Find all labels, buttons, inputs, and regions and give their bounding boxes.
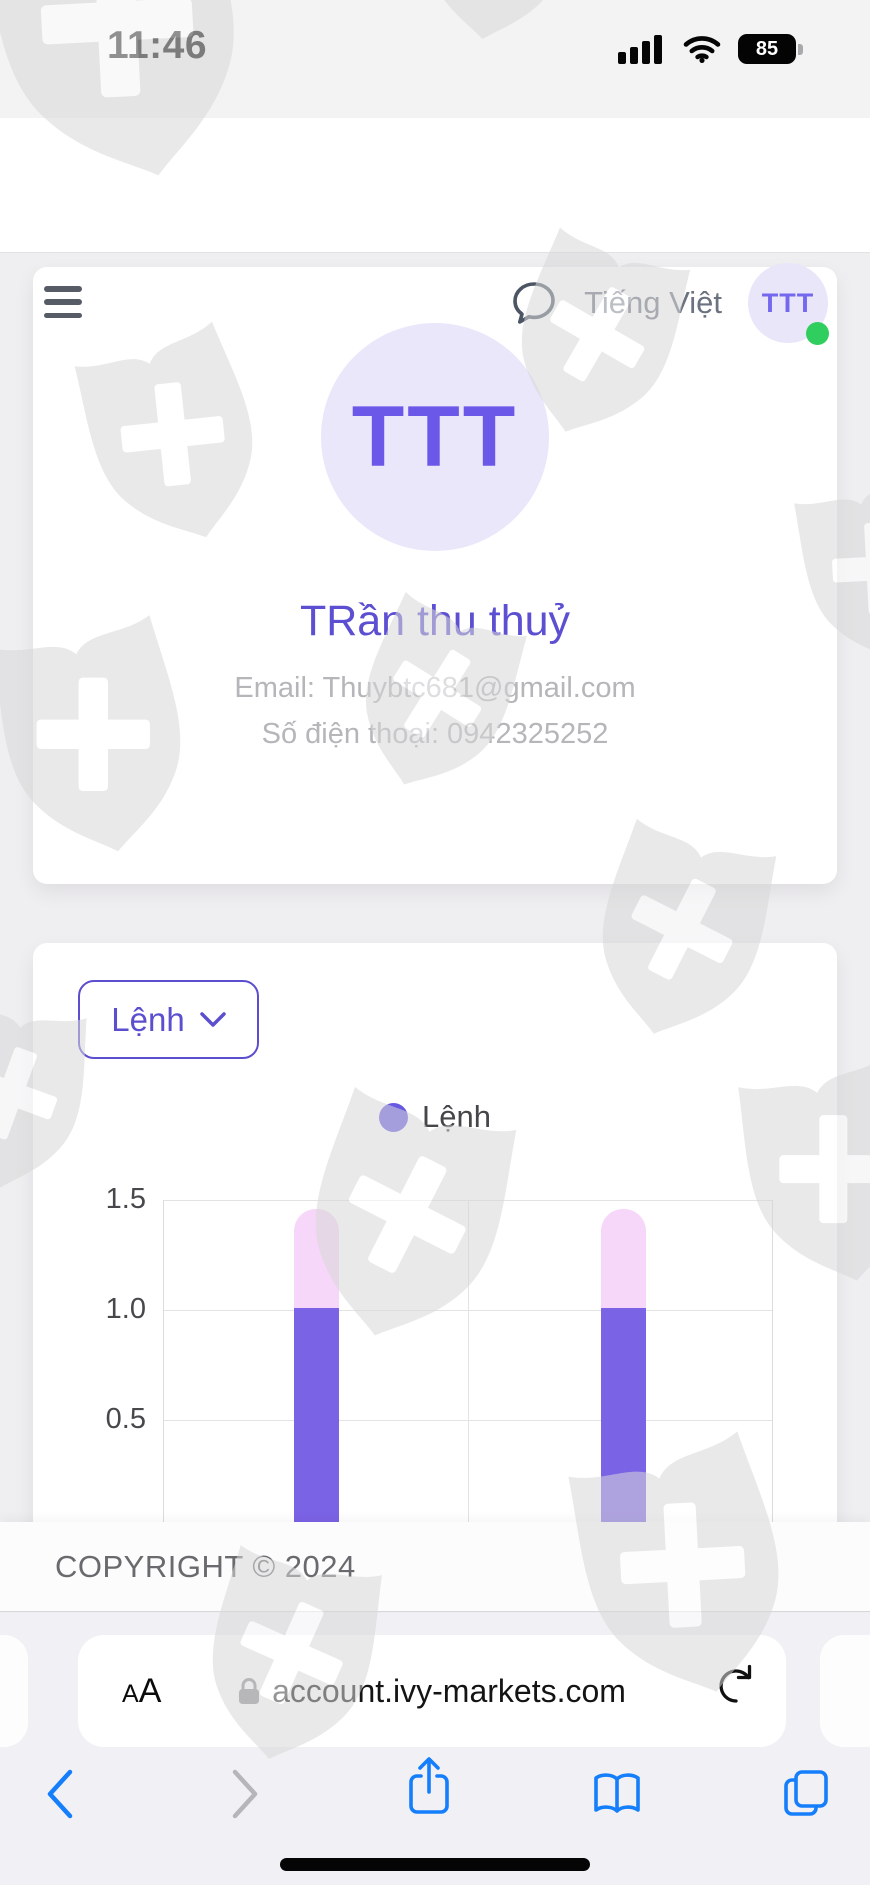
forward-icon[interactable]	[227, 1768, 263, 1820]
chat-icon[interactable]	[510, 279, 558, 327]
online-status-dot	[806, 322, 829, 345]
bookmarks-icon[interactable]	[592, 1771, 642, 1817]
reader-mode-button[interactable]: AA	[122, 1671, 162, 1710]
orders-filter-dropdown[interactable]: Lệnh	[78, 980, 259, 1059]
bar-chart	[163, 1200, 773, 1522]
bar-column	[601, 1209, 646, 1522]
clock: 11:46	[106, 24, 208, 67]
wifi-icon	[683, 36, 721, 63]
cellular-signal-icon	[618, 35, 662, 64]
profile-name: TRần thu thuỷ	[299, 597, 571, 645]
battery-icon: 85	[738, 34, 803, 64]
y-tick-label: 1.5	[105, 1183, 146, 1215]
url-text: account.ivy-markets.com	[272, 1672, 626, 1709]
previous-tab-edge[interactable]	[0, 1635, 28, 1747]
page-footer: COPYRIGHT © 2024	[0, 1522, 870, 1612]
profile-phone: Số điện thoại: 0942325252	[261, 718, 609, 750]
next-tab-edge[interactable]	[820, 1635, 870, 1747]
profile-email: Email: Thuybtc681@gmail.com	[234, 672, 636, 704]
home-indicator[interactable]	[280, 1858, 590, 1871]
status-bar: 11:46 85	[0, 0, 870, 118]
lock-icon	[239, 1678, 260, 1704]
avatar-initials: TTT	[761, 287, 815, 318]
copyright-text: COPYRIGHT © 2024	[55, 1548, 356, 1584]
share-icon[interactable]	[405, 1756, 453, 1818]
legend-label: Lệnh	[422, 1099, 491, 1134]
chart-legend: Lệnh	[0, 1099, 870, 1135]
tabs-icon[interactable]	[782, 1768, 830, 1818]
language-selector[interactable]: Tiếng Việt	[584, 285, 722, 320]
y-tick-label: 0.5	[105, 1403, 146, 1435]
site-header: Tiếng Việt TTT	[0, 118, 870, 345]
bar-column	[294, 1209, 339, 1522]
legend-dot	[379, 1102, 409, 1132]
reload-icon[interactable]	[716, 1663, 756, 1707]
safari-chrome: AA account.ivy-markets.com	[0, 1613, 870, 1885]
address-bar[interactable]: AA account.ivy-markets.com	[78, 1635, 786, 1747]
y-tick-label: 1.0	[105, 1293, 146, 1325]
chevron-down-icon	[199, 1011, 226, 1027]
menu-icon[interactable]	[44, 286, 84, 318]
user-avatar[interactable]: TTT	[748, 263, 829, 345]
back-icon[interactable]	[42, 1768, 78, 1820]
